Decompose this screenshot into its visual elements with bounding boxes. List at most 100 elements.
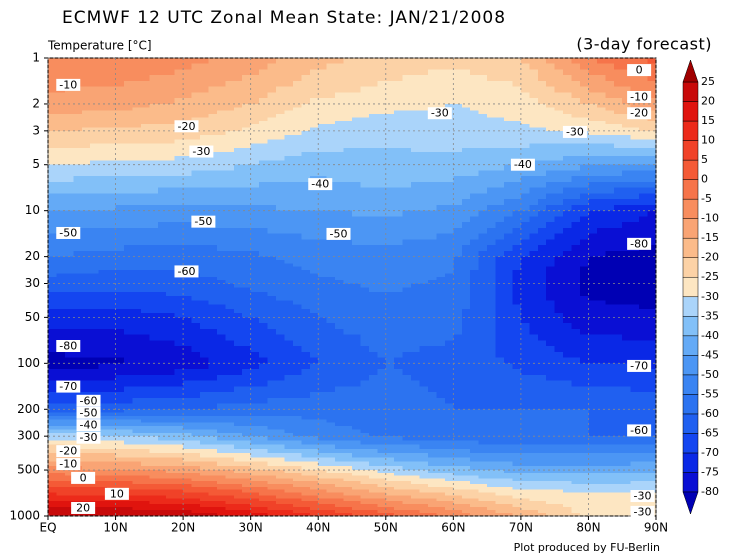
- field-cell: [284, 114, 294, 118]
- field-cell: [537, 270, 547, 275]
- field-cell: [326, 374, 336, 382]
- field-cell: [630, 227, 640, 235]
- field-cell: [428, 403, 438, 410]
- field-cell: [48, 386, 58, 393]
- field-cell: [647, 334, 657, 341]
- field-cell: [64, 181, 74, 189]
- field-cell: [478, 135, 488, 140]
- field-cell: [225, 164, 235, 172]
- field-cell: [166, 291, 176, 297]
- field-cell: [368, 283, 378, 289]
- field-cell: [622, 210, 632, 218]
- field-cell: [563, 276, 573, 281]
- field-cell: [402, 80, 412, 88]
- field-cell: [73, 193, 83, 200]
- field-cell: [546, 222, 556, 229]
- field-cell: [529, 340, 539, 347]
- field-cell: [90, 58, 100, 65]
- field-cell: [56, 328, 66, 336]
- field-cell: [571, 334, 581, 341]
- field-cell: [98, 164, 108, 172]
- field-cell: [149, 266, 159, 271]
- field-cell: [174, 143, 184, 149]
- field-cell: [191, 357, 201, 364]
- field-cell: [267, 130, 277, 136]
- field-cell: [419, 75, 429, 82]
- field-cell: [520, 323, 530, 330]
- field-cell: [368, 181, 378, 189]
- field-cell: [588, 291, 598, 297]
- field-cell: [233, 300, 243, 306]
- field-cell: [166, 181, 176, 189]
- field-cell: [140, 392, 150, 399]
- field-cell: [174, 164, 184, 172]
- field-cell: [639, 340, 649, 347]
- field-cell: [622, 199, 632, 206]
- field-cell: [453, 291, 463, 297]
- field-cell: [200, 280, 210, 285]
- field-cell: [124, 266, 134, 271]
- field-cell: [563, 107, 573, 112]
- field-cell: [157, 63, 167, 71]
- field-cell: [487, 120, 497, 125]
- field-cell: [276, 127, 286, 132]
- field-cell: [622, 63, 632, 71]
- field-cell: [385, 114, 395, 118]
- field-cell: [360, 403, 370, 410]
- field-cell: [402, 124, 412, 129]
- field-cell: [360, 75, 370, 82]
- field-cell: [529, 239, 539, 246]
- field-cell: [233, 276, 243, 281]
- field-cell: [554, 317, 564, 324]
- field-cell: [504, 152, 514, 157]
- field-cell: [647, 259, 657, 264]
- field-cell: [605, 304, 615, 310]
- field-cell: [276, 147, 286, 153]
- field-cell: [200, 300, 210, 306]
- field-cell: [250, 308, 260, 314]
- field-cell: [630, 143, 640, 149]
- field-cell: [56, 369, 66, 376]
- field-cell: [284, 270, 294, 275]
- field-cell: [478, 139, 488, 145]
- field-cell: [81, 250, 91, 258]
- field-cell: [504, 283, 514, 289]
- field-cell: [292, 304, 302, 310]
- field-cell: [436, 103, 446, 108]
- field-cell: [411, 328, 421, 336]
- field-cell: [520, 222, 530, 229]
- field-cell: [140, 283, 150, 289]
- field-cell: [537, 114, 547, 118]
- field-cell: [580, 340, 590, 347]
- field-cell: [495, 156, 505, 162]
- field-cell: [56, 204, 66, 212]
- field-cell: [377, 296, 387, 302]
- field-cell: [64, 199, 74, 206]
- field-cell: [394, 239, 404, 246]
- field-cell: [250, 120, 260, 125]
- field-cell: [200, 250, 210, 258]
- field-cell: [90, 283, 100, 289]
- field-cell: [402, 239, 412, 246]
- field-cell: [436, 369, 446, 376]
- field-cell: [183, 263, 193, 268]
- field-cell: [428, 199, 438, 206]
- field-cell: [250, 227, 260, 235]
- field-cell: [428, 308, 438, 314]
- field-cell: [90, 176, 100, 183]
- field-cell: [233, 296, 243, 302]
- field-cell: [613, 187, 623, 195]
- field-cell: [242, 222, 252, 229]
- field-cell: [73, 287, 83, 293]
- field-cell: [157, 120, 167, 125]
- field-cell: [478, 317, 488, 324]
- field-cell: [81, 160, 91, 166]
- field-cell: [318, 92, 328, 99]
- field-cell: [318, 270, 328, 275]
- field-cell: [242, 127, 252, 132]
- field-cell: [98, 397, 108, 405]
- field-cell: [546, 210, 556, 218]
- field-cell: [444, 280, 454, 285]
- field-cell: [81, 270, 91, 275]
- field-cell: [301, 127, 311, 132]
